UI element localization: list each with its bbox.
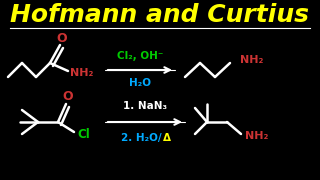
Text: NH₂: NH₂ <box>240 55 264 65</box>
Text: Δ: Δ <box>163 133 171 143</box>
Text: 1. NaN₃: 1. NaN₃ <box>123 101 167 111</box>
Text: NH₂: NH₂ <box>70 68 94 78</box>
Text: O: O <box>63 91 73 104</box>
Text: Cl₂, OH⁻: Cl₂, OH⁻ <box>117 51 163 61</box>
Text: Hofmann and Curtius: Hofmann and Curtius <box>11 3 309 27</box>
Text: H₂O: H₂O <box>129 78 151 88</box>
Text: NH₂: NH₂ <box>245 131 269 141</box>
Text: Cl: Cl <box>78 127 90 141</box>
Text: O: O <box>57 31 67 44</box>
Text: 2. H₂O/: 2. H₂O/ <box>121 133 161 143</box>
